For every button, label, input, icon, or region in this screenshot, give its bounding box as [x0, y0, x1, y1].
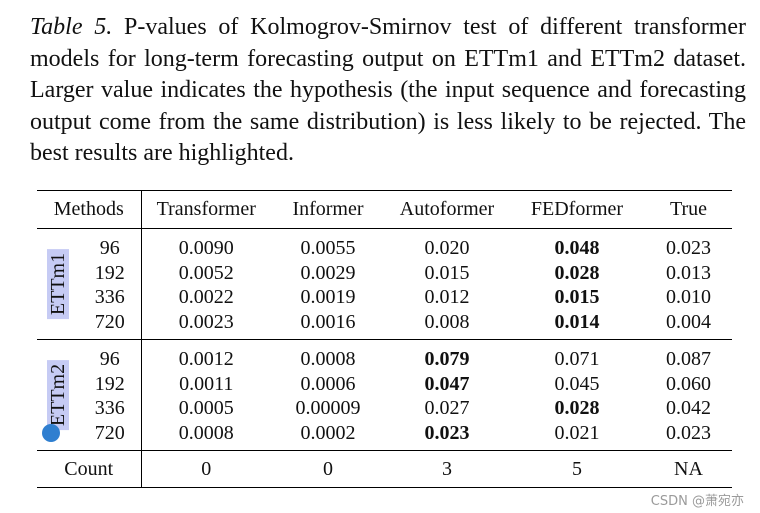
horizon-cell: 720: [94, 421, 125, 444]
table-row: 720 0.0023 0.0016 0.008 0.014 0.004: [37, 309, 732, 340]
value-cell: 0.0023: [140, 309, 271, 340]
count-value: 0: [271, 450, 385, 488]
value-cell: 0.0006: [300, 372, 356, 395]
best-value: 0.015: [554, 286, 600, 308]
value-cell: 0.008: [385, 309, 509, 340]
value-cell: 0.012: [424, 286, 470, 308]
value-cell: 0.0055: [300, 237, 356, 259]
dataset-name-ettm1: ETTm1: [47, 248, 69, 320]
table-row: ETTm2 96 0.0012 0.0008 0.079 0.071 0.087: [37, 339, 732, 431]
best-value: 0.023: [424, 421, 470, 444]
header-methods: Methods: [37, 190, 141, 229]
best-value: 0.014: [554, 310, 600, 333]
count-value: 3: [385, 450, 509, 488]
table-row: 192 0.0011 0.0006 0.047 0.045 0.060: [37, 371, 732, 397]
table-row: 336 0.0005 0.00009 0.027 0.028 0.042: [37, 396, 732, 421]
value-cell: 0.004: [645, 309, 732, 340]
value-cell: 0.0029: [300, 261, 356, 284]
watermark: CSDN @萧宛亦: [650, 494, 744, 509]
best-value: 0.079: [424, 348, 470, 370]
value-cell: 0.0011: [140, 371, 271, 396]
value-cell: 0.048: [509, 229, 645, 261]
dataset-label-ettm1: ETTm1: [37, 228, 79, 340]
value-cell: 0.023: [666, 237, 711, 259]
value-cell: 0.020: [424, 237, 470, 259]
caption-text: P-values of Kolmogrov-Smirnov test of di…: [30, 14, 746, 166]
best-value: 0.047: [424, 372, 470, 395]
horizon-cell: 96: [99, 348, 120, 370]
horizon-cell: 720: [79, 309, 141, 340]
value-cell: 0.0090: [140, 228, 271, 261]
horizon-cell: 96: [99, 237, 120, 259]
table-row: 720 0.0008 0.0002 0.023 0.021 0.023: [37, 420, 732, 451]
horizon-cell: 336: [94, 286, 125, 308]
value-cell: 0.0022: [140, 285, 271, 310]
value-cell: 0.023: [385, 421, 509, 451]
value-cell: 0.0008: [140, 420, 271, 451]
value-cell: 0.015: [424, 261, 470, 284]
horizon-cell: 192: [94, 261, 125, 284]
value-cell: 0.047: [385, 372, 509, 397]
value-cell: 0.045: [554, 372, 600, 395]
caption-label: Table 5.: [30, 14, 113, 40]
table-row: 336 0.0022 0.0019 0.012 0.015 0.010: [37, 285, 732, 310]
header-autoformer: Autoformer: [385, 190, 509, 229]
count-value: 0: [140, 450, 271, 488]
best-value: 0.048: [554, 237, 600, 259]
value-cell: 0.028: [509, 396, 645, 421]
table-row: ETTm1 96 0.0090 0.0055 0.020 0.048 0.023: [37, 228, 732, 340]
value-cell: 0.00009: [295, 397, 361, 419]
value-cell: 0.015: [509, 285, 645, 310]
group-ettm2: ETTm2 96 0.0012 0.0008 0.079 0.071 0.087…: [37, 339, 732, 451]
value-cell: 0.013: [666, 261, 711, 284]
horizon-cell: 192: [94, 372, 125, 395]
value-cell: 0.060: [666, 372, 711, 395]
value-cell: 0.0016: [271, 309, 385, 340]
value-cell: 0.0019: [300, 286, 356, 308]
count-row: Count 0 0 3 5 NA: [37, 450, 732, 488]
header-informer: Informer: [271, 190, 385, 229]
table-caption: Table 5. P-values of Kolmogrov-Smirnov t…: [30, 12, 746, 170]
value-cell: 0.0008: [300, 348, 356, 370]
value-cell: 0.021: [554, 421, 600, 444]
value-cell: 0.079: [385, 340, 509, 372]
value-cell: 0.010: [666, 286, 711, 308]
group-ettm1: ETTm1 96 0.0090 0.0055 0.020 0.048 0.023…: [37, 228, 732, 340]
horizon-cell: 336: [94, 397, 125, 419]
value-cell: 0.027: [424, 397, 470, 419]
dataset-name-ettm2: ETTm2: [47, 359, 69, 431]
value-cell: 0.028: [509, 261, 645, 286]
value-cell: 0.0052: [140, 260, 271, 285]
value-cell: 0.042: [666, 397, 711, 419]
value-cell: 0.087: [666, 348, 711, 370]
count-label: Count: [37, 450, 141, 488]
results-table: Methods Transformer Informer Autoformer …: [37, 190, 732, 488]
best-value: 0.028: [554, 397, 600, 419]
count-value: 5: [509, 450, 645, 488]
value-cell: 0.014: [509, 309, 645, 340]
best-value: 0.028: [554, 261, 600, 284]
value-cell: 0.071: [554, 348, 600, 370]
table-row: 192 0.0052 0.0029 0.015 0.028 0.013: [37, 260, 732, 286]
value-cell: 0.023: [666, 421, 711, 444]
header-true: True: [645, 190, 732, 229]
blue-dot-marker: [42, 424, 60, 442]
count-value: NA: [645, 450, 732, 488]
header-fedformer: FEDformer: [509, 190, 645, 229]
header-transformer: Transformer: [140, 190, 271, 229]
header-row: Methods Transformer Informer Autoformer …: [37, 190, 732, 229]
value-cell: 0.0012: [140, 339, 271, 372]
value-cell: 0.0005: [140, 396, 271, 421]
value-cell: 0.0002: [300, 421, 356, 444]
